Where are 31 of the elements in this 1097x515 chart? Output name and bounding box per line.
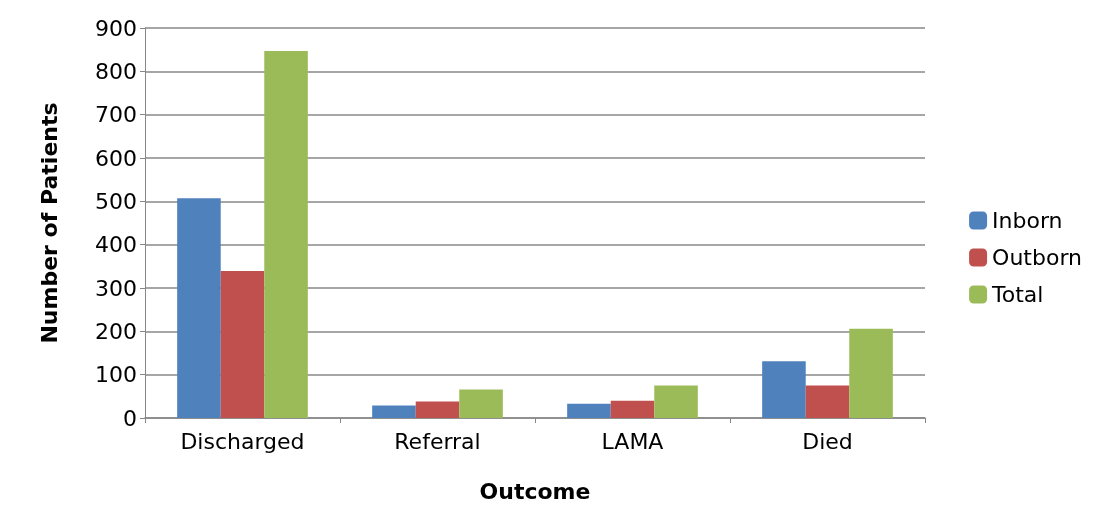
legend-label: Inborn [992,208,1063,233]
bar [220,271,265,418]
y-tick-label: 700 [95,102,137,128]
bar [567,403,611,418]
x-tick-label: Discharged [180,428,305,454]
x-axis-title: Outcome [479,478,591,504]
y-tick-label: 600 [95,145,137,171]
x-tick-label: Referral [394,428,481,454]
bar [654,385,698,418]
bar [610,400,655,418]
y-tick-label: 500 [95,188,137,214]
bar [177,198,221,418]
bar [459,389,503,418]
y-tick-label: 400 [95,232,137,258]
legend-label: Total [991,282,1044,307]
bar [264,50,308,418]
bar [849,328,893,418]
bar [805,385,850,418]
y-tick-label: 0 [123,405,137,431]
legend-label: Outborn [992,245,1083,270]
y-tick-label: 900 [95,15,137,41]
x-tick-label: Died [802,428,853,454]
bar [415,401,460,418]
y-tick-label: 800 [95,58,137,84]
y-axis-title: Number of Patients [36,102,62,344]
y-tick-label: 100 [95,362,137,388]
x-tick-label: LAMA [601,428,664,454]
bar [372,405,416,418]
bar [762,361,806,418]
y-tick-label: 300 [95,275,137,301]
y-tick-label: 200 [95,318,137,344]
